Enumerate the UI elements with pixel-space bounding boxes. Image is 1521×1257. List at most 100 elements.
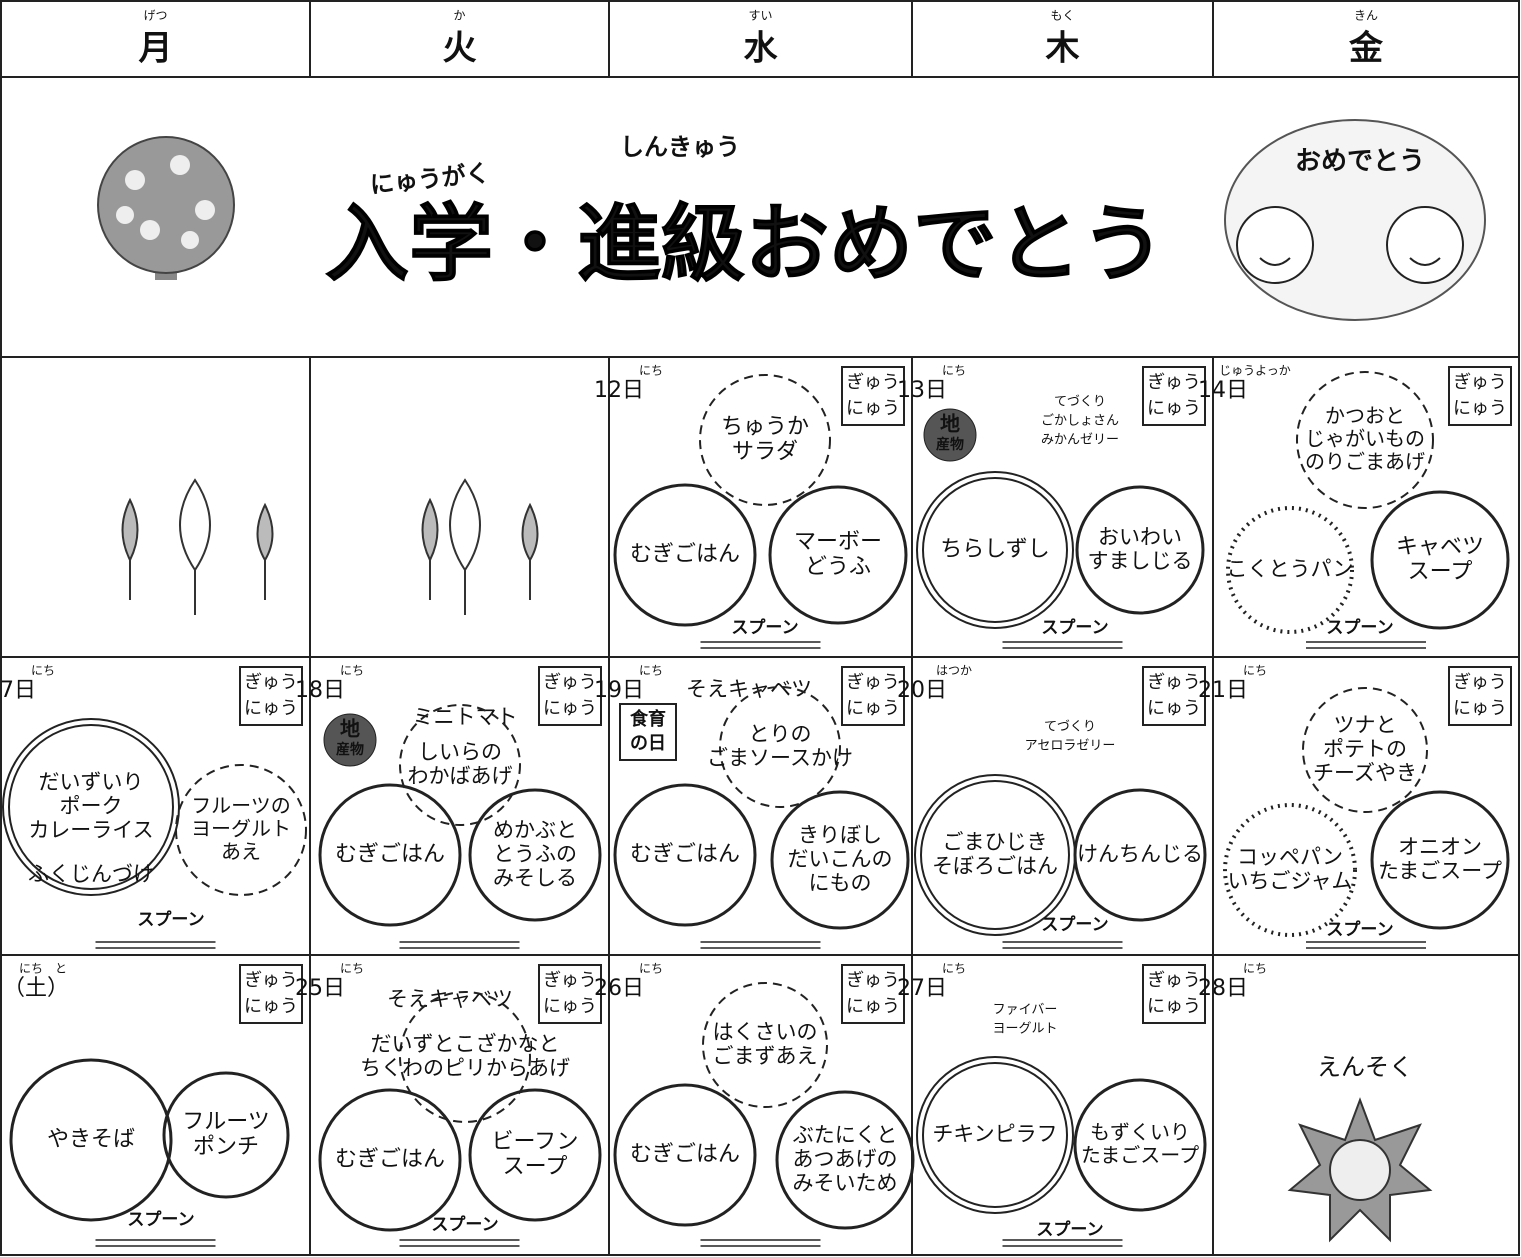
dish-name: どうふ (805, 555, 871, 580)
date-ruby: はつか (936, 664, 972, 678)
dish-circle (1296, 371, 1434, 509)
dish-name: おいわい (1098, 525, 1182, 549)
day-label: 火 (443, 29, 477, 69)
milk-label: にゅう (1147, 398, 1201, 419)
date: 12日 (594, 378, 644, 403)
dish-name: スープ (503, 1155, 568, 1180)
dish-circle (1223, 803, 1357, 937)
dish-circle (318, 1088, 462, 1232)
dish-name: すましじる (1088, 549, 1193, 573)
date-ruby: にち (1243, 962, 1267, 976)
milk-label: ぎゅう (846, 372, 899, 393)
milk-label: ぎゅう (1147, 672, 1200, 693)
milk-label: ぎゅう (1147, 372, 1200, 393)
dish-circle (468, 788, 602, 922)
day-ruby: げつ (143, 9, 167, 23)
date-ruby: にち (340, 962, 364, 976)
dish-circle (1075, 485, 1205, 615)
dish-name: のりごまあげ (1305, 450, 1425, 474)
date: 25日 (295, 976, 345, 1001)
dish-name: ポーク (60, 794, 123, 818)
note-text: ファイバー (993, 1003, 1058, 1018)
milk-box (1142, 964, 1206, 1024)
dish-name: そぼろごはん (932, 854, 1058, 878)
badge-text: 地 (940, 412, 960, 436)
note-text: えんそく (1317, 1053, 1413, 1081)
dish-circle (399, 704, 521, 826)
tree-illustration (97, 136, 235, 280)
dish-name: ちゅうか (721, 415, 809, 440)
dish-circle (1073, 788, 1207, 922)
dish-name: スープ (1408, 560, 1473, 585)
milk-label: ぎゅう (1453, 672, 1506, 693)
dish-name: むぎごはん (630, 1142, 740, 1167)
milk-label: ぎゅう (244, 672, 297, 693)
dish-name: もずくいり (1090, 1120, 1190, 1144)
dish-name: だいずとこざかなと (371, 1032, 560, 1056)
dish-circle (613, 483, 757, 627)
day-ruby: きん (1354, 9, 1378, 23)
date: 20日 (897, 678, 947, 703)
dish-name: そえキャベツ (686, 677, 812, 701)
milk-box (239, 964, 303, 1024)
milk-box (538, 666, 602, 726)
dish-name: ビーフン (491, 1130, 578, 1155)
dish-name: けんちんじる (1077, 842, 1203, 866)
day-ruby: か (453, 9, 465, 23)
milk-label: にゅう (846, 996, 900, 1017)
tag-box (619, 703, 677, 761)
dish-name: サラダ (732, 440, 798, 465)
dish-circle (399, 991, 531, 1123)
date-ruby: にち (639, 962, 663, 976)
date-ruby: にち (1243, 664, 1267, 678)
utensil: スプーン (127, 1209, 194, 1230)
dish-name: めかぶと (493, 818, 577, 842)
dish-name: ポンチ (193, 1135, 259, 1160)
note-text: みかんゼリー (1041, 433, 1119, 448)
dish-name: キャベツ (1396, 535, 1484, 560)
note-text: アセロラゼリー (1025, 739, 1116, 754)
dish-circle (8, 724, 174, 890)
milk-label: にゅう (543, 996, 597, 1017)
dish-name: わかばあげ (408, 764, 513, 788)
milk-box (1448, 366, 1512, 426)
dish-circle (1302, 687, 1428, 813)
dish-name: フルーツの (191, 794, 291, 818)
date-ruby: にち (639, 364, 663, 378)
dish-name: ごまひじき (943, 830, 1048, 854)
milk-label: ぎゅう (543, 970, 596, 991)
milk-box (1448, 666, 1512, 726)
milk-label: ぎゅう (846, 970, 899, 991)
date-ruby: にち (942, 364, 966, 378)
milk-label: にゅう (244, 996, 298, 1017)
dish-name: フルーツ (182, 1110, 270, 1135)
day-label: 月 (139, 29, 173, 69)
dish-name: マーボー (794, 530, 882, 555)
day-ruby: すい (748, 9, 772, 23)
sun-illustration (1287, 1097, 1433, 1243)
milk-label: ぎゅう (244, 970, 297, 991)
note-text: ヨーグルト (992, 1022, 1057, 1037)
milk-box (841, 366, 905, 426)
note-text: ごかしょさん (1041, 413, 1119, 429)
banner-ruby: しんきゅう (620, 133, 740, 161)
dish-name: ごまソースかけ (707, 746, 853, 770)
local-produce-badge (923, 408, 977, 462)
local-produce-badge (323, 713, 377, 767)
dish-name: たまごスープ (1081, 1143, 1199, 1167)
date: 21日 (1198, 678, 1248, 703)
dish-name: コッペパン (1237, 845, 1343, 869)
dish-name: とりの (749, 722, 812, 746)
utensil: スプーン (431, 1214, 498, 1235)
dish-name: ポテトの (1323, 737, 1407, 761)
dish-circle (1370, 790, 1510, 930)
dish-name: オニオン (1398, 835, 1482, 859)
dish-name: ちくわのピリからあげ (360, 1056, 570, 1080)
dish-circle (768, 485, 908, 625)
day-label: 金 (1348, 29, 1384, 69)
day-label: 木 (1045, 29, 1080, 69)
dish-name: ちらしずし (940, 537, 1050, 562)
date-ruby: にち と (19, 962, 67, 976)
date: 19日 (594, 678, 644, 703)
